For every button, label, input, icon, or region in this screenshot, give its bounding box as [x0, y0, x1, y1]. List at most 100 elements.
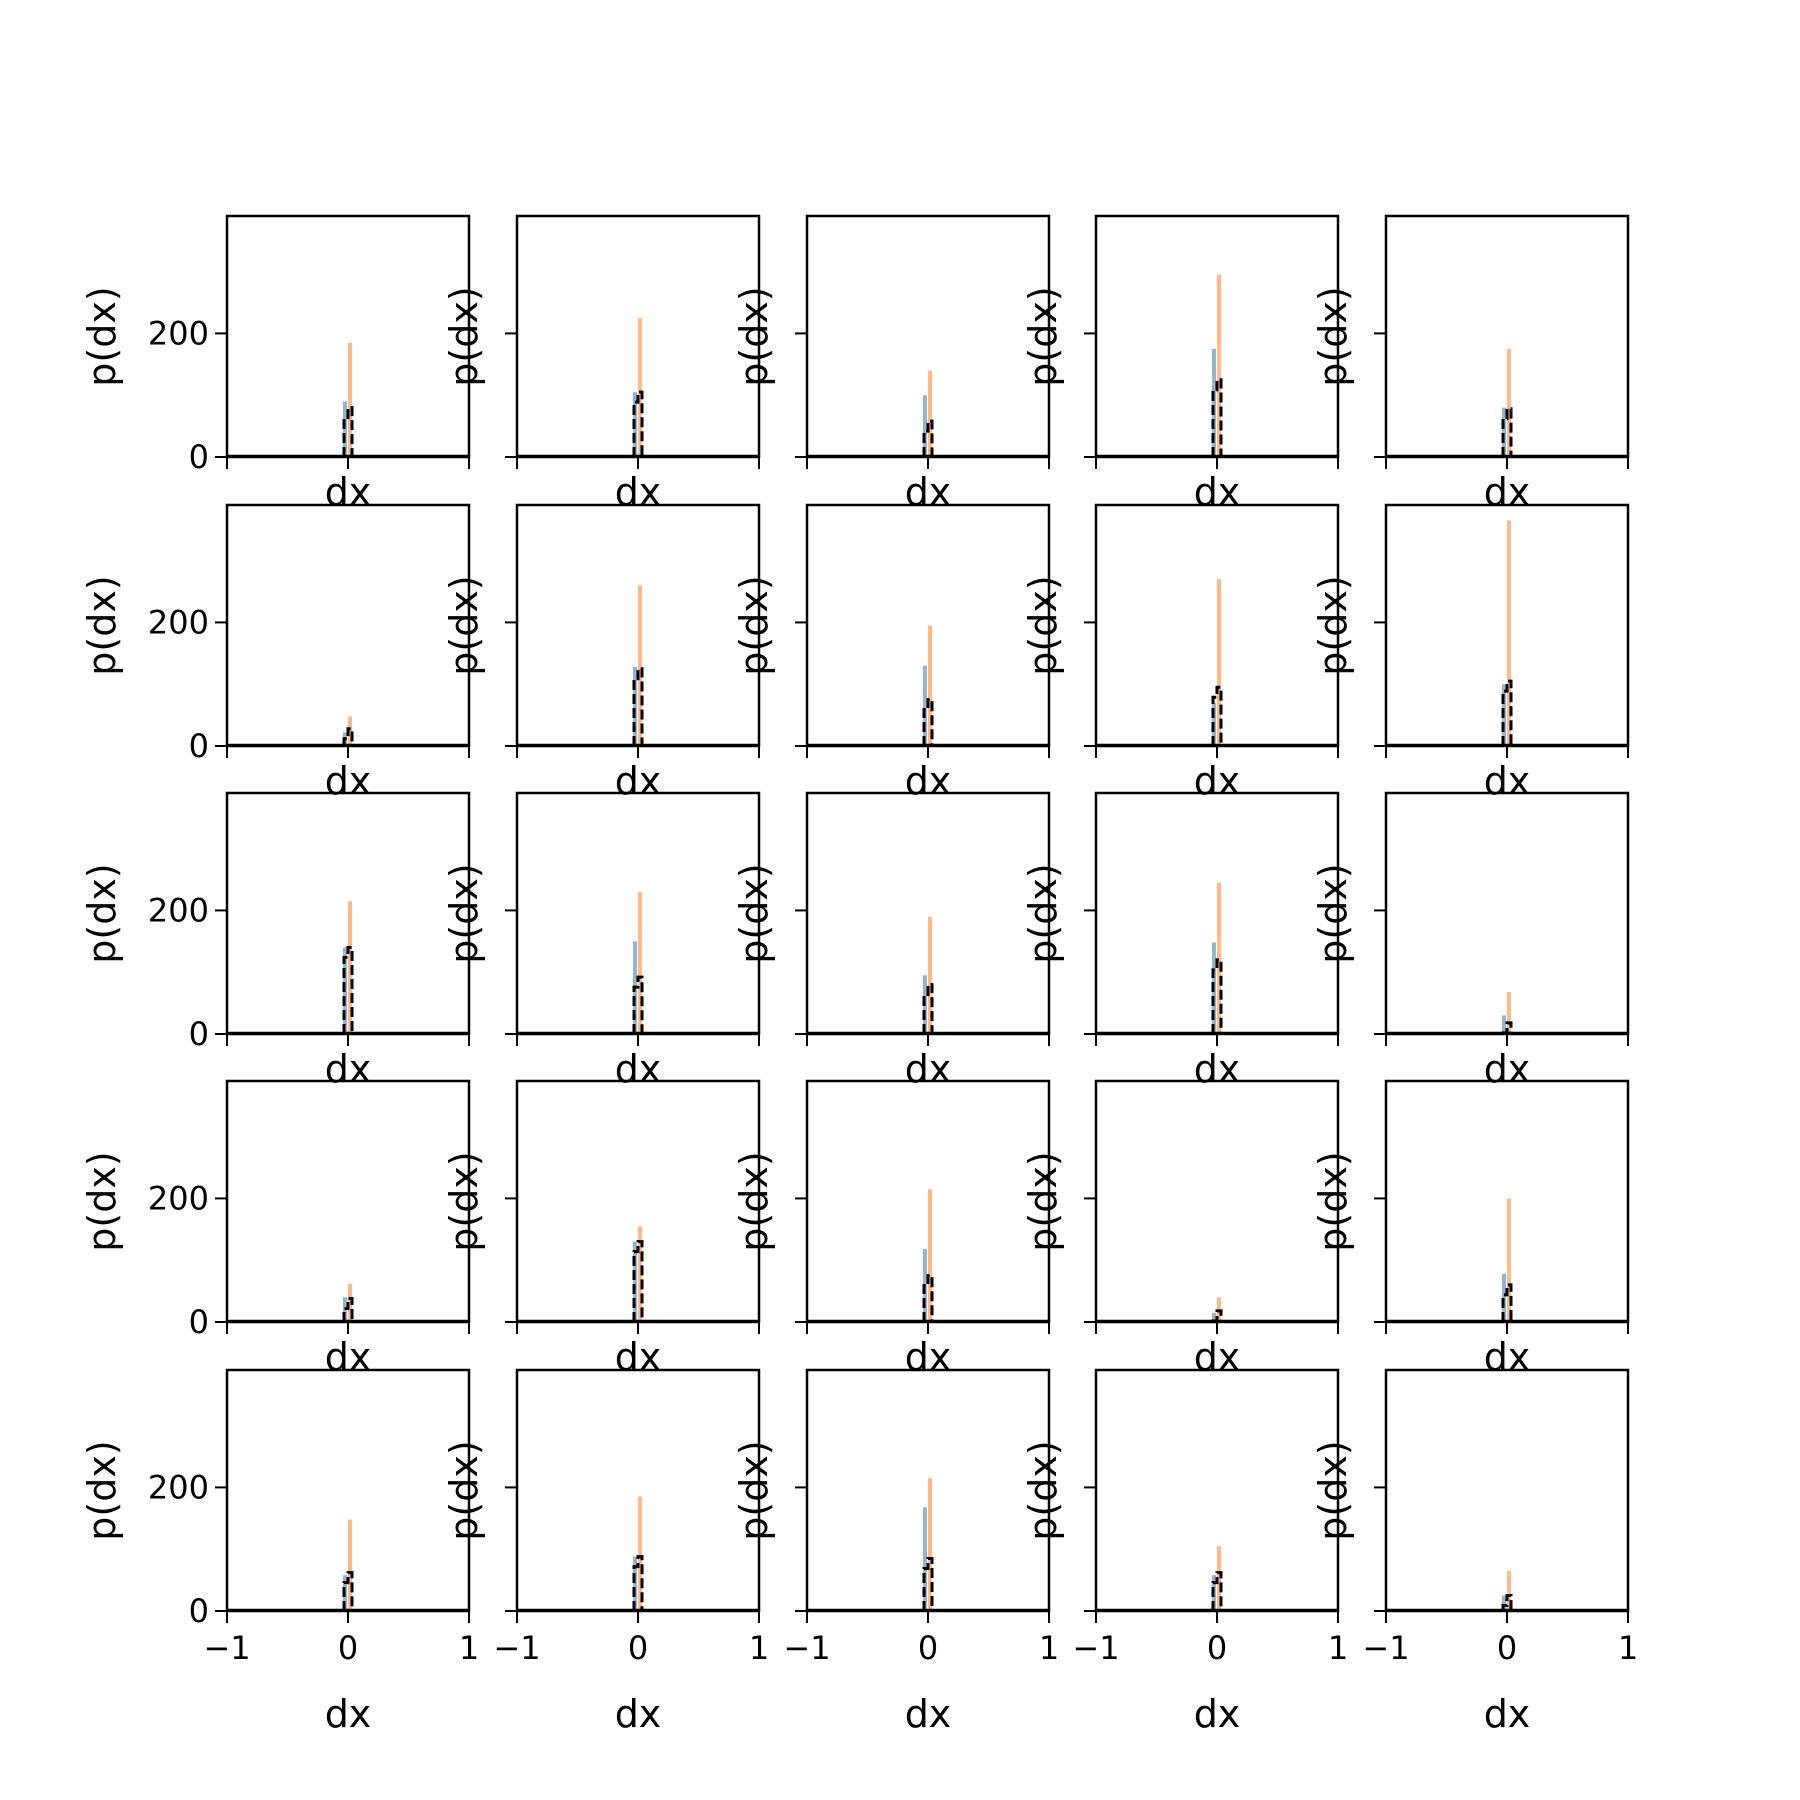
y-axis-label: p(dx) — [442, 286, 486, 386]
bar-series-a — [638, 1226, 642, 1322]
step-series-c — [922, 1556, 934, 1611]
bar-series-a — [928, 1478, 932, 1611]
bar-series-a — [348, 716, 352, 746]
x-axis-label: dx — [905, 470, 952, 514]
y-axis-label: p(dx) — [1311, 575, 1355, 675]
panel-5: dx p(dx) — [1311, 214, 1630, 514]
step-series-c — [1501, 407, 1513, 457]
x-axis-label: dx — [1194, 1692, 1241, 1736]
step-series-c — [342, 1571, 354, 1611]
step-series-c — [342, 1297, 354, 1322]
bar-series-b — [1502, 1015, 1506, 1034]
x-tick-label: 0 — [1497, 1629, 1517, 1667]
y-tick-label: 200 — [148, 891, 209, 929]
panel-22: −1 0 1 dx p(dx) — [442, 1368, 769, 1736]
bar-series-a — [1507, 1198, 1511, 1322]
y-axis-label: p(dx) — [80, 863, 124, 963]
step-series-c — [922, 698, 934, 746]
bar-series-b — [1502, 407, 1506, 457]
y-axis-label: p(dx) — [442, 575, 486, 675]
x-tick-label: −1 — [203, 1629, 250, 1667]
x-axis-label: dx — [905, 759, 952, 803]
y-axis-label: p(dx) — [442, 863, 486, 963]
x-axis-label: dx — [905, 1335, 952, 1379]
y-axis-label: p(dx) — [1021, 1440, 1065, 1540]
y-tick-label: 0 — [189, 1303, 209, 1341]
x-axis-label: dx — [615, 1335, 662, 1379]
x-tick-label: 0 — [1207, 1629, 1227, 1667]
panel-11: 0 200 dx p(dx) — [80, 791, 471, 1091]
bar-series-a — [928, 916, 932, 1034]
panel-3: dx p(dx) — [732, 214, 1051, 514]
bar-series-b — [1502, 1595, 1506, 1611]
x-axis-label: dx — [615, 1692, 662, 1736]
x-axis-label: dx — [615, 470, 662, 514]
panel-16: 0 200 dx p(dx) — [80, 1079, 471, 1379]
x-tick-label: −1 — [1362, 1629, 1409, 1667]
bar-series-a — [928, 370, 932, 457]
x-tick-label: −1 — [783, 1629, 830, 1667]
y-tick-label: 0 — [189, 438, 209, 476]
panel-6: 0 200 dx p(dx) — [80, 503, 471, 803]
panel-1: 0 200 dx p(dx) — [80, 214, 471, 514]
panel-14: dx p(dx) — [1021, 791, 1340, 1091]
step-series-c — [1211, 1571, 1223, 1611]
panel-13: dx p(dx) — [732, 791, 1051, 1091]
step-series-c — [632, 975, 644, 1034]
x-axis-label: dx — [1194, 1335, 1241, 1379]
y-axis-label: p(dx) — [442, 1151, 486, 1251]
y-tick-label: 0 — [189, 727, 209, 765]
x-axis-label: dx — [615, 1047, 662, 1091]
x-axis-label: dx — [615, 759, 662, 803]
bar-series-b — [633, 1556, 637, 1611]
bar-series-a — [1217, 274, 1221, 457]
x-tick-label: 1 — [459, 1629, 479, 1667]
y-axis-label: p(dx) — [80, 575, 124, 675]
y-axis-label: p(dx) — [1311, 863, 1355, 963]
x-axis-label: dx — [1484, 759, 1531, 803]
y-axis-label: p(dx) — [732, 1151, 776, 1251]
panel-17: dx p(dx) — [442, 1079, 761, 1379]
panel-4: dx p(dx) — [1021, 214, 1340, 514]
x-tick-label: −1 — [493, 1629, 540, 1667]
step-series-c — [342, 406, 354, 457]
bar-series-a — [348, 901, 352, 1034]
bar-series-a — [1507, 520, 1511, 746]
x-axis-label: dx — [905, 1692, 952, 1736]
bar-series-a — [1217, 579, 1221, 746]
x-axis-label: dx — [325, 1335, 372, 1379]
x-axis-label: dx — [325, 1047, 372, 1091]
step-series-c — [1501, 1594, 1513, 1611]
x-tick-label: 0 — [628, 1629, 648, 1667]
bar-series-b — [1212, 348, 1216, 457]
step-series-c — [1501, 679, 1513, 746]
y-axis-label: p(dx) — [80, 286, 124, 386]
y-axis-label: p(dx) — [442, 1440, 486, 1540]
bar-series-b — [923, 1507, 927, 1611]
panel-2: dx p(dx) — [442, 214, 761, 514]
y-axis-label: p(dx) — [1021, 863, 1065, 963]
x-tick-label: 1 — [1039, 1629, 1059, 1667]
panel-20: dx p(dx) — [1311, 1079, 1630, 1379]
bar-series-b — [923, 395, 927, 457]
step-series-c — [1211, 958, 1223, 1034]
y-axis-label: p(dx) — [732, 863, 776, 963]
axes-frame — [1094, 1079, 1340, 1324]
axes-frame — [225, 503, 471, 748]
y-axis-label: p(dx) — [732, 575, 776, 675]
panel-12: dx p(dx) — [442, 791, 761, 1091]
y-axis-label: p(dx) — [80, 1440, 124, 1540]
step-series-c — [922, 983, 934, 1034]
x-axis-label: dx — [905, 1047, 952, 1091]
panel-24: −1 0 1 dx p(dx) — [1021, 1368, 1348, 1736]
panel-19: dx p(dx) — [1021, 1079, 1340, 1379]
bar-series-a — [638, 317, 642, 457]
bar-series-b — [923, 665, 927, 746]
step-series-c — [922, 1274, 934, 1322]
step-series-c — [632, 1555, 644, 1611]
bar-series-a — [1217, 882, 1221, 1034]
y-axis-label: p(dx) — [1021, 1151, 1065, 1251]
y-tick-label: 200 — [148, 314, 209, 352]
